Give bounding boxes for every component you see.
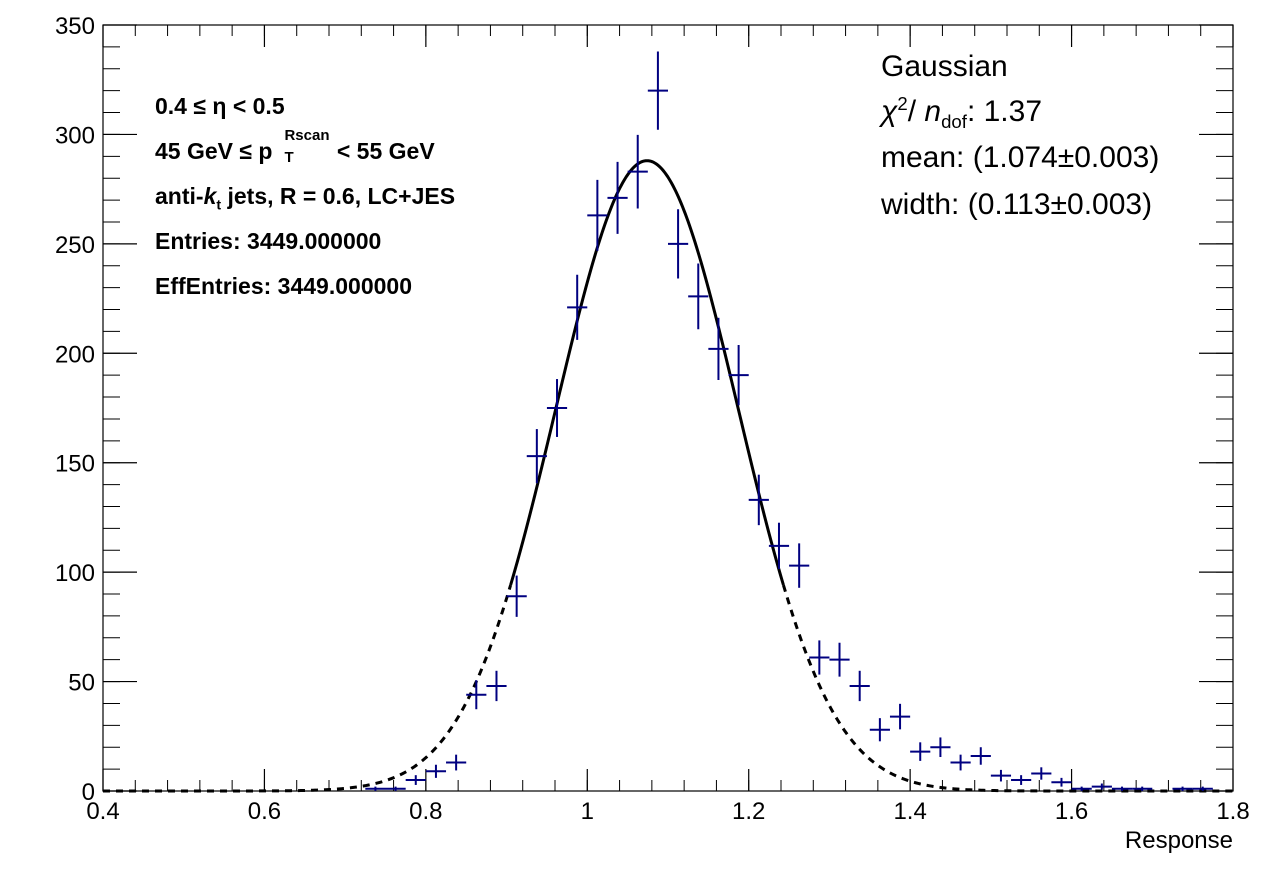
data-point: [567, 274, 588, 340]
eta-range-label: 0.4 ≤ η < 0.5: [155, 93, 285, 119]
jets-prefix: anti-: [155, 183, 204, 209]
y-tick-label: 50: [68, 670, 95, 697]
x-tick-label: 0.6: [248, 798, 281, 825]
data-point: [1011, 775, 1032, 785]
data-point: [970, 747, 991, 765]
gaussian-fit: [103, 159, 1233, 793]
data-point: [587, 179, 608, 251]
x-tick-label: 1: [581, 798, 594, 825]
data-point: [365, 786, 386, 791]
data-points: [365, 51, 1213, 791]
data-point: [768, 522, 790, 570]
jets-suffix: jets, R = 0.6, LC+JES: [221, 183, 456, 209]
data-point: [668, 209, 689, 279]
data-point: [486, 670, 507, 702]
data-point: [1051, 777, 1072, 787]
fit-curve-extrapolated-right: [781, 584, 1233, 793]
data-point: [869, 718, 890, 742]
chi-exponent: 2: [897, 93, 908, 114]
x-tick-label: 0.8: [409, 798, 442, 825]
data-point: [789, 543, 810, 588]
data-point: [607, 161, 628, 234]
y-tick-label: 300: [55, 122, 95, 149]
data-point: [1031, 767, 1052, 780]
data-point: [425, 764, 447, 778]
data-point: [829, 642, 850, 677]
data-point: [405, 775, 426, 785]
chi2-value: : 1.37: [966, 95, 1043, 128]
y-tick-label: 350: [55, 13, 95, 40]
x-tick-label: 1.2: [732, 798, 765, 825]
y-tick-label: 150: [55, 451, 95, 478]
fit-mean-label: mean: (1.074±0.003): [881, 141, 1160, 174]
data-point: [466, 680, 487, 710]
x-tick-label: 1.4: [893, 798, 926, 825]
data-point: [627, 134, 648, 209]
jet-algorithm-label: anti-kt jets, R = 0.6, LC+JES: [155, 185, 455, 213]
data-point: [990, 769, 1012, 782]
ndof-n: n: [924, 95, 942, 128]
plot-border: [102, 24, 1234, 792]
y-tick-label: 250: [55, 232, 95, 259]
pt-subscript: T: [284, 149, 294, 166]
fit-curve-range: [509, 159, 785, 586]
x-tick-label: 0.4: [86, 798, 119, 825]
data-point: [1111, 786, 1133, 791]
data-point: [688, 263, 709, 330]
axes: 0.4 0.6 0.8 1 1.2 1.4 1.6 1.8 0 50 100 150 200 250 300…: [55, 13, 1250, 825]
data-point: [708, 317, 729, 381]
data-point: [506, 575, 527, 617]
data-point: [728, 345, 749, 406]
data-point: [1192, 786, 1213, 791]
data-point: [849, 670, 870, 702]
ndof-subscript: dof: [941, 111, 967, 132]
y-tick-label: 200: [55, 341, 95, 368]
fit-curve-extrapolated-left: [103, 584, 513, 793]
data-point: [930, 737, 951, 758]
data-point: [889, 703, 911, 730]
data-point: [809, 640, 830, 675]
data-point: [1132, 786, 1153, 791]
data-point: [446, 754, 467, 771]
chi-symbol: χ: [881, 95, 898, 128]
eff-entries-label: EffEntries: 3449.000000: [155, 273, 412, 299]
data-point: [1071, 786, 1092, 791]
y-tick-label: 0: [82, 779, 95, 806]
y-tick-label: 100: [55, 560, 95, 587]
entries-label: Entries: 3449.000000: [155, 228, 382, 254]
x-tick-label: 1.8: [1216, 798, 1249, 825]
data-point: [950, 754, 971, 771]
data-point: [385, 786, 406, 791]
data-point: [748, 474, 769, 526]
data-point: [1172, 786, 1193, 791]
data-point: [1091, 783, 1112, 790]
plot-frame: [102, 24, 1234, 792]
data-point: [647, 51, 668, 130]
pt-suffix: < 55 GeV: [330, 138, 435, 164]
pt-superscript: Rscan: [284, 127, 330, 144]
jets-k: k: [203, 183, 217, 209]
data-point: [526, 429, 547, 484]
chi2-label: χ2/ ndof: 1.37: [881, 93, 1043, 132]
x-tick-label: 1.6: [1055, 798, 1088, 825]
jets-t: t: [216, 197, 222, 214]
chi-slash: /: [907, 95, 925, 128]
pt-prefix: 45 GeV ≤ p: [155, 138, 273, 164]
data-point: [546, 379, 568, 437]
fit-model-label: Gaussian: [881, 50, 1008, 83]
x-axis-title: Response: [1125, 827, 1233, 854]
data-point: [910, 742, 931, 761]
fit-width-label: width: (0.113±0.003): [881, 188, 1153, 221]
